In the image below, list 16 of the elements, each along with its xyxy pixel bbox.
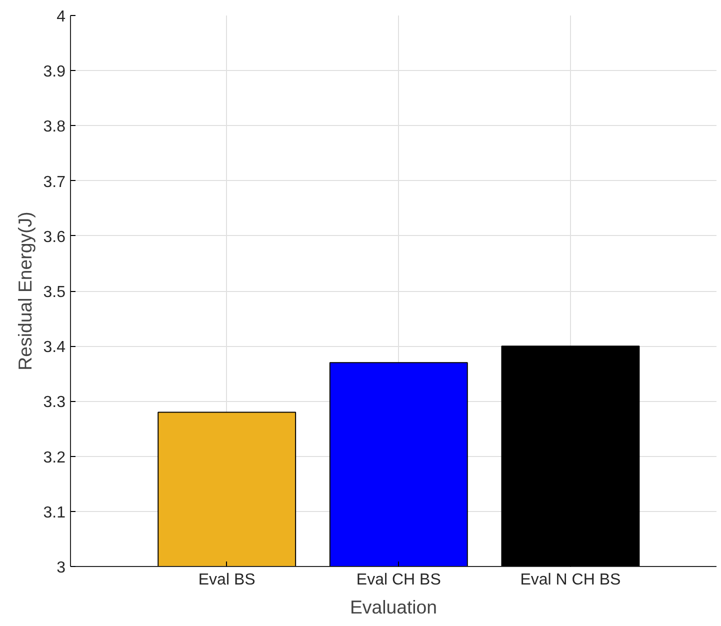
y-tick-label: 3.7 — [43, 174, 66, 191]
y-tick-label: 3 — [56, 560, 66, 576]
y-axis-title: Residual Energy(J) — [14, 212, 36, 370]
y-tick-label: 3.3 — [43, 394, 66, 412]
y-tick-label: 3.4 — [43, 339, 66, 356]
y-tick-label: 3.1 — [43, 504, 66, 522]
y-tick-label: 4 — [56, 8, 66, 26]
x-axis-title: Evaluation — [350, 596, 438, 618]
y-tick-label: 3.2 — [43, 449, 66, 466]
x-tick-label: Eval N CH BS — [520, 572, 621, 588]
y-tick-label: 3.5 — [43, 284, 66, 301]
x-tick-label: Eval BS — [198, 572, 256, 588]
y-tick-label: 3.6 — [43, 228, 66, 246]
y-tick-label: 3.9 — [43, 64, 66, 81]
x-tick-label: Eval CH BS — [356, 572, 441, 588]
y-tick-label: 3.8 — [43, 118, 66, 136]
